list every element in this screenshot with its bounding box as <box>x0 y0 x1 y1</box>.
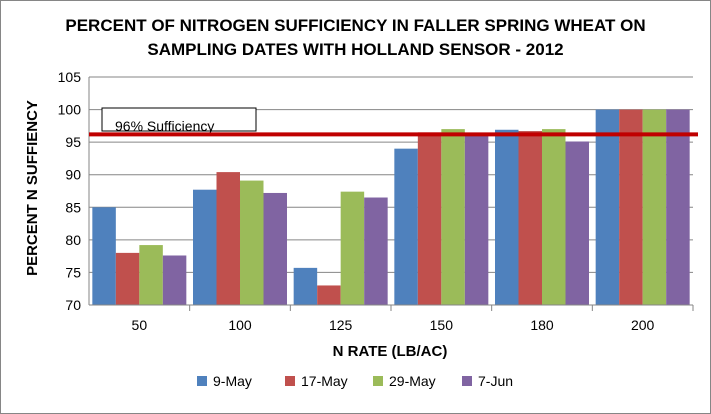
bar-29-May-180 <box>542 129 566 305</box>
bar-29-May-50 <box>139 245 163 305</box>
bar-9-May-125 <box>293 267 318 305</box>
bar-29-May-150 <box>441 129 465 305</box>
bar-7-Jun-50 <box>162 255 187 305</box>
bar-29-May-125 <box>340 191 365 305</box>
x-tick-label: 125 <box>329 317 353 333</box>
legend-label-29-May: 29-May <box>389 373 436 389</box>
y-tick-label: 70 <box>65 297 81 313</box>
bar-7-Jun-150 <box>464 133 489 305</box>
y-tick-label: 90 <box>65 167 81 183</box>
reference-line-group: 96% Sufficiency <box>89 107 698 137</box>
y-tick-label: 75 <box>65 264 81 280</box>
bar-17-May-100 <box>216 172 240 305</box>
bar-17-May-50 <box>115 252 140 305</box>
bar-7-Jun-125 <box>364 197 388 305</box>
y-tick-label: 85 <box>65 199 81 215</box>
y-tick-label: 100 <box>58 102 82 118</box>
x-tick-label: 100 <box>228 317 252 333</box>
bar-7-Jun-200 <box>666 109 690 305</box>
bar-17-May-200 <box>619 109 643 305</box>
x-tick-label: 50 <box>132 317 148 333</box>
bar-7-Jun-180 <box>565 141 589 305</box>
chart-title-line-2: SAMPLING DATES WITH HOLLAND SENSOR - 201… <box>147 40 564 59</box>
y-tick-labels: 70 75 80 85 90 95 100 105 <box>58 69 82 313</box>
bar-7-Jun-100 <box>263 192 287 305</box>
legend-swatch-29-May <box>373 376 383 386</box>
bar-29-May-200 <box>642 109 667 305</box>
y-axis-title: PERCENT N SUFFIENCY <box>24 100 41 276</box>
bar-9-May-50 <box>92 207 116 305</box>
bar-9-May-200 <box>595 109 620 305</box>
y-tick-label: 95 <box>65 134 81 150</box>
x-axis-title: N RATE (LB/AC) <box>333 343 448 360</box>
reference-label-box <box>101 107 257 132</box>
axes <box>88 77 694 311</box>
legend-label-9-May: 9-May <box>213 373 252 389</box>
bar-17-May-125 <box>317 285 341 305</box>
legend-label-7-Jun: 7-Jun <box>478 373 513 389</box>
y-tick-label: 80 <box>65 232 81 248</box>
legend-swatch-7-Jun <box>462 376 472 386</box>
x-tick-labels: 50 100 125 150 180 200 <box>132 317 655 333</box>
chart-title: PERCENT OF NITROGEN SUFFICIENCY IN FALLE… <box>0 14 711 62</box>
bar-9-May-180 <box>495 129 519 305</box>
legend: 9-May 17-May 29-May 7-Jun <box>197 373 513 389</box>
reference-line-label: 96% Sufficiency <box>115 118 214 134</box>
bar-29-May-100 <box>240 180 264 305</box>
x-tick-label: 180 <box>530 317 554 333</box>
bar-9-May-100 <box>193 189 217 305</box>
legend-swatch-17-May <box>285 376 295 386</box>
y-tick-label: 105 <box>58 69 82 85</box>
bars <box>92 109 690 305</box>
x-tick-label: 200 <box>631 317 655 333</box>
bar-17-May-180 <box>518 131 542 305</box>
x-tick-label: 150 <box>430 317 454 333</box>
legend-label-17-May: 17-May <box>301 373 348 389</box>
chart-title-line-1: PERCENT OF NITROGEN SUFFICIENCY IN FALLE… <box>65 16 646 35</box>
legend-swatch-9-May <box>197 376 207 386</box>
bar-9-May-150 <box>394 148 418 305</box>
bar-17-May-150 <box>417 132 442 305</box>
